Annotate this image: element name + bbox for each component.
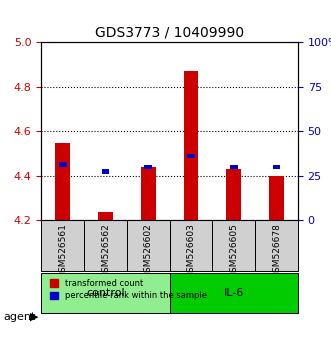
Bar <box>269 176 284 221</box>
Bar <box>183 72 199 221</box>
FancyBboxPatch shape <box>169 221 213 270</box>
FancyBboxPatch shape <box>255 221 298 270</box>
Bar <box>98 212 113 221</box>
Text: GSM526605: GSM526605 <box>229 223 238 278</box>
FancyBboxPatch shape <box>41 273 170 313</box>
Text: GSM526602: GSM526602 <box>144 223 153 278</box>
Title: GDS3773 / 10409990: GDS3773 / 10409990 <box>95 26 244 40</box>
FancyBboxPatch shape <box>213 221 255 270</box>
Bar <box>144 165 152 170</box>
Bar <box>55 143 70 221</box>
FancyBboxPatch shape <box>41 221 84 270</box>
Text: GSM526562: GSM526562 <box>101 223 110 278</box>
Text: GSM526678: GSM526678 <box>272 223 281 278</box>
Bar <box>273 165 280 170</box>
Text: control: control <box>86 288 125 298</box>
Bar <box>187 154 195 158</box>
Legend: transformed count, percentile rank within the sample: transformed count, percentile rank withi… <box>46 275 211 304</box>
Text: GSM526603: GSM526603 <box>186 223 196 278</box>
FancyBboxPatch shape <box>170 273 298 313</box>
Text: IL-6: IL-6 <box>224 288 244 298</box>
FancyBboxPatch shape <box>84 221 127 270</box>
Bar <box>59 162 67 167</box>
Bar <box>141 167 156 221</box>
Text: ▶: ▶ <box>30 312 38 322</box>
Bar <box>102 169 109 174</box>
Text: GSM526561: GSM526561 <box>58 223 67 278</box>
Text: agent: agent <box>3 312 36 322</box>
Bar <box>230 165 238 170</box>
FancyBboxPatch shape <box>127 221 169 270</box>
Bar <box>226 169 241 221</box>
